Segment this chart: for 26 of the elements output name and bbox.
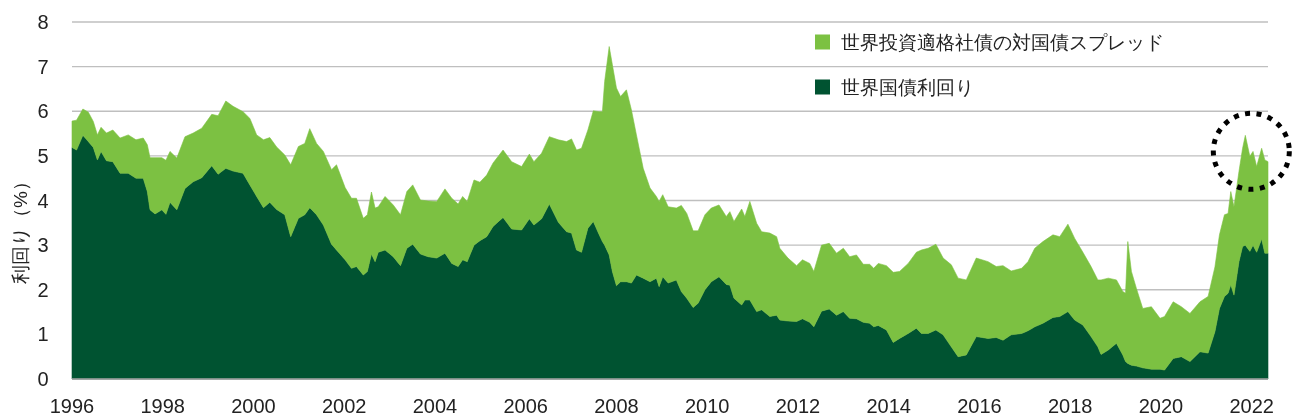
x-tick-label: 2014 xyxy=(866,395,911,417)
y-tick-label: 4 xyxy=(37,189,49,212)
y-tick-label: 0 xyxy=(37,368,49,390)
legend-label: 世界投資適格社債の対国債スプレッド xyxy=(841,31,1164,53)
y-tick-label: 7 xyxy=(37,55,49,78)
x-tick-label: 1996 xyxy=(49,395,95,417)
y-axis-title: 利回り（%） xyxy=(9,172,31,284)
x-tick-label: 2010 xyxy=(684,395,730,417)
x-tick-label: 2006 xyxy=(503,395,548,417)
y-tick-label: 6 xyxy=(37,100,49,123)
y-tick-label: 5 xyxy=(37,144,49,167)
x-tick-label: 1998 xyxy=(140,395,185,417)
x-tick-label: 2016 xyxy=(957,395,1002,417)
x-tick-label: 2002 xyxy=(321,395,367,417)
y-tick-label: 8 xyxy=(37,11,49,33)
x-tick-label: 2008 xyxy=(594,395,639,417)
y-tick-label: 3 xyxy=(37,234,49,257)
x-tick-label: 2004 xyxy=(412,395,458,417)
y-tick-label: 1 xyxy=(37,323,49,346)
x-tick-label: 2000 xyxy=(231,395,276,417)
x-tick-label: 2020 xyxy=(1138,395,1184,417)
x-tick-label: 2022 xyxy=(1229,395,1274,417)
x-tick-label: 2012 xyxy=(775,395,821,417)
legend-label: 世界国債利回り xyxy=(841,76,974,98)
x-tick-label: 2018 xyxy=(1047,395,1093,417)
y-tick-label: 2 xyxy=(37,278,49,301)
